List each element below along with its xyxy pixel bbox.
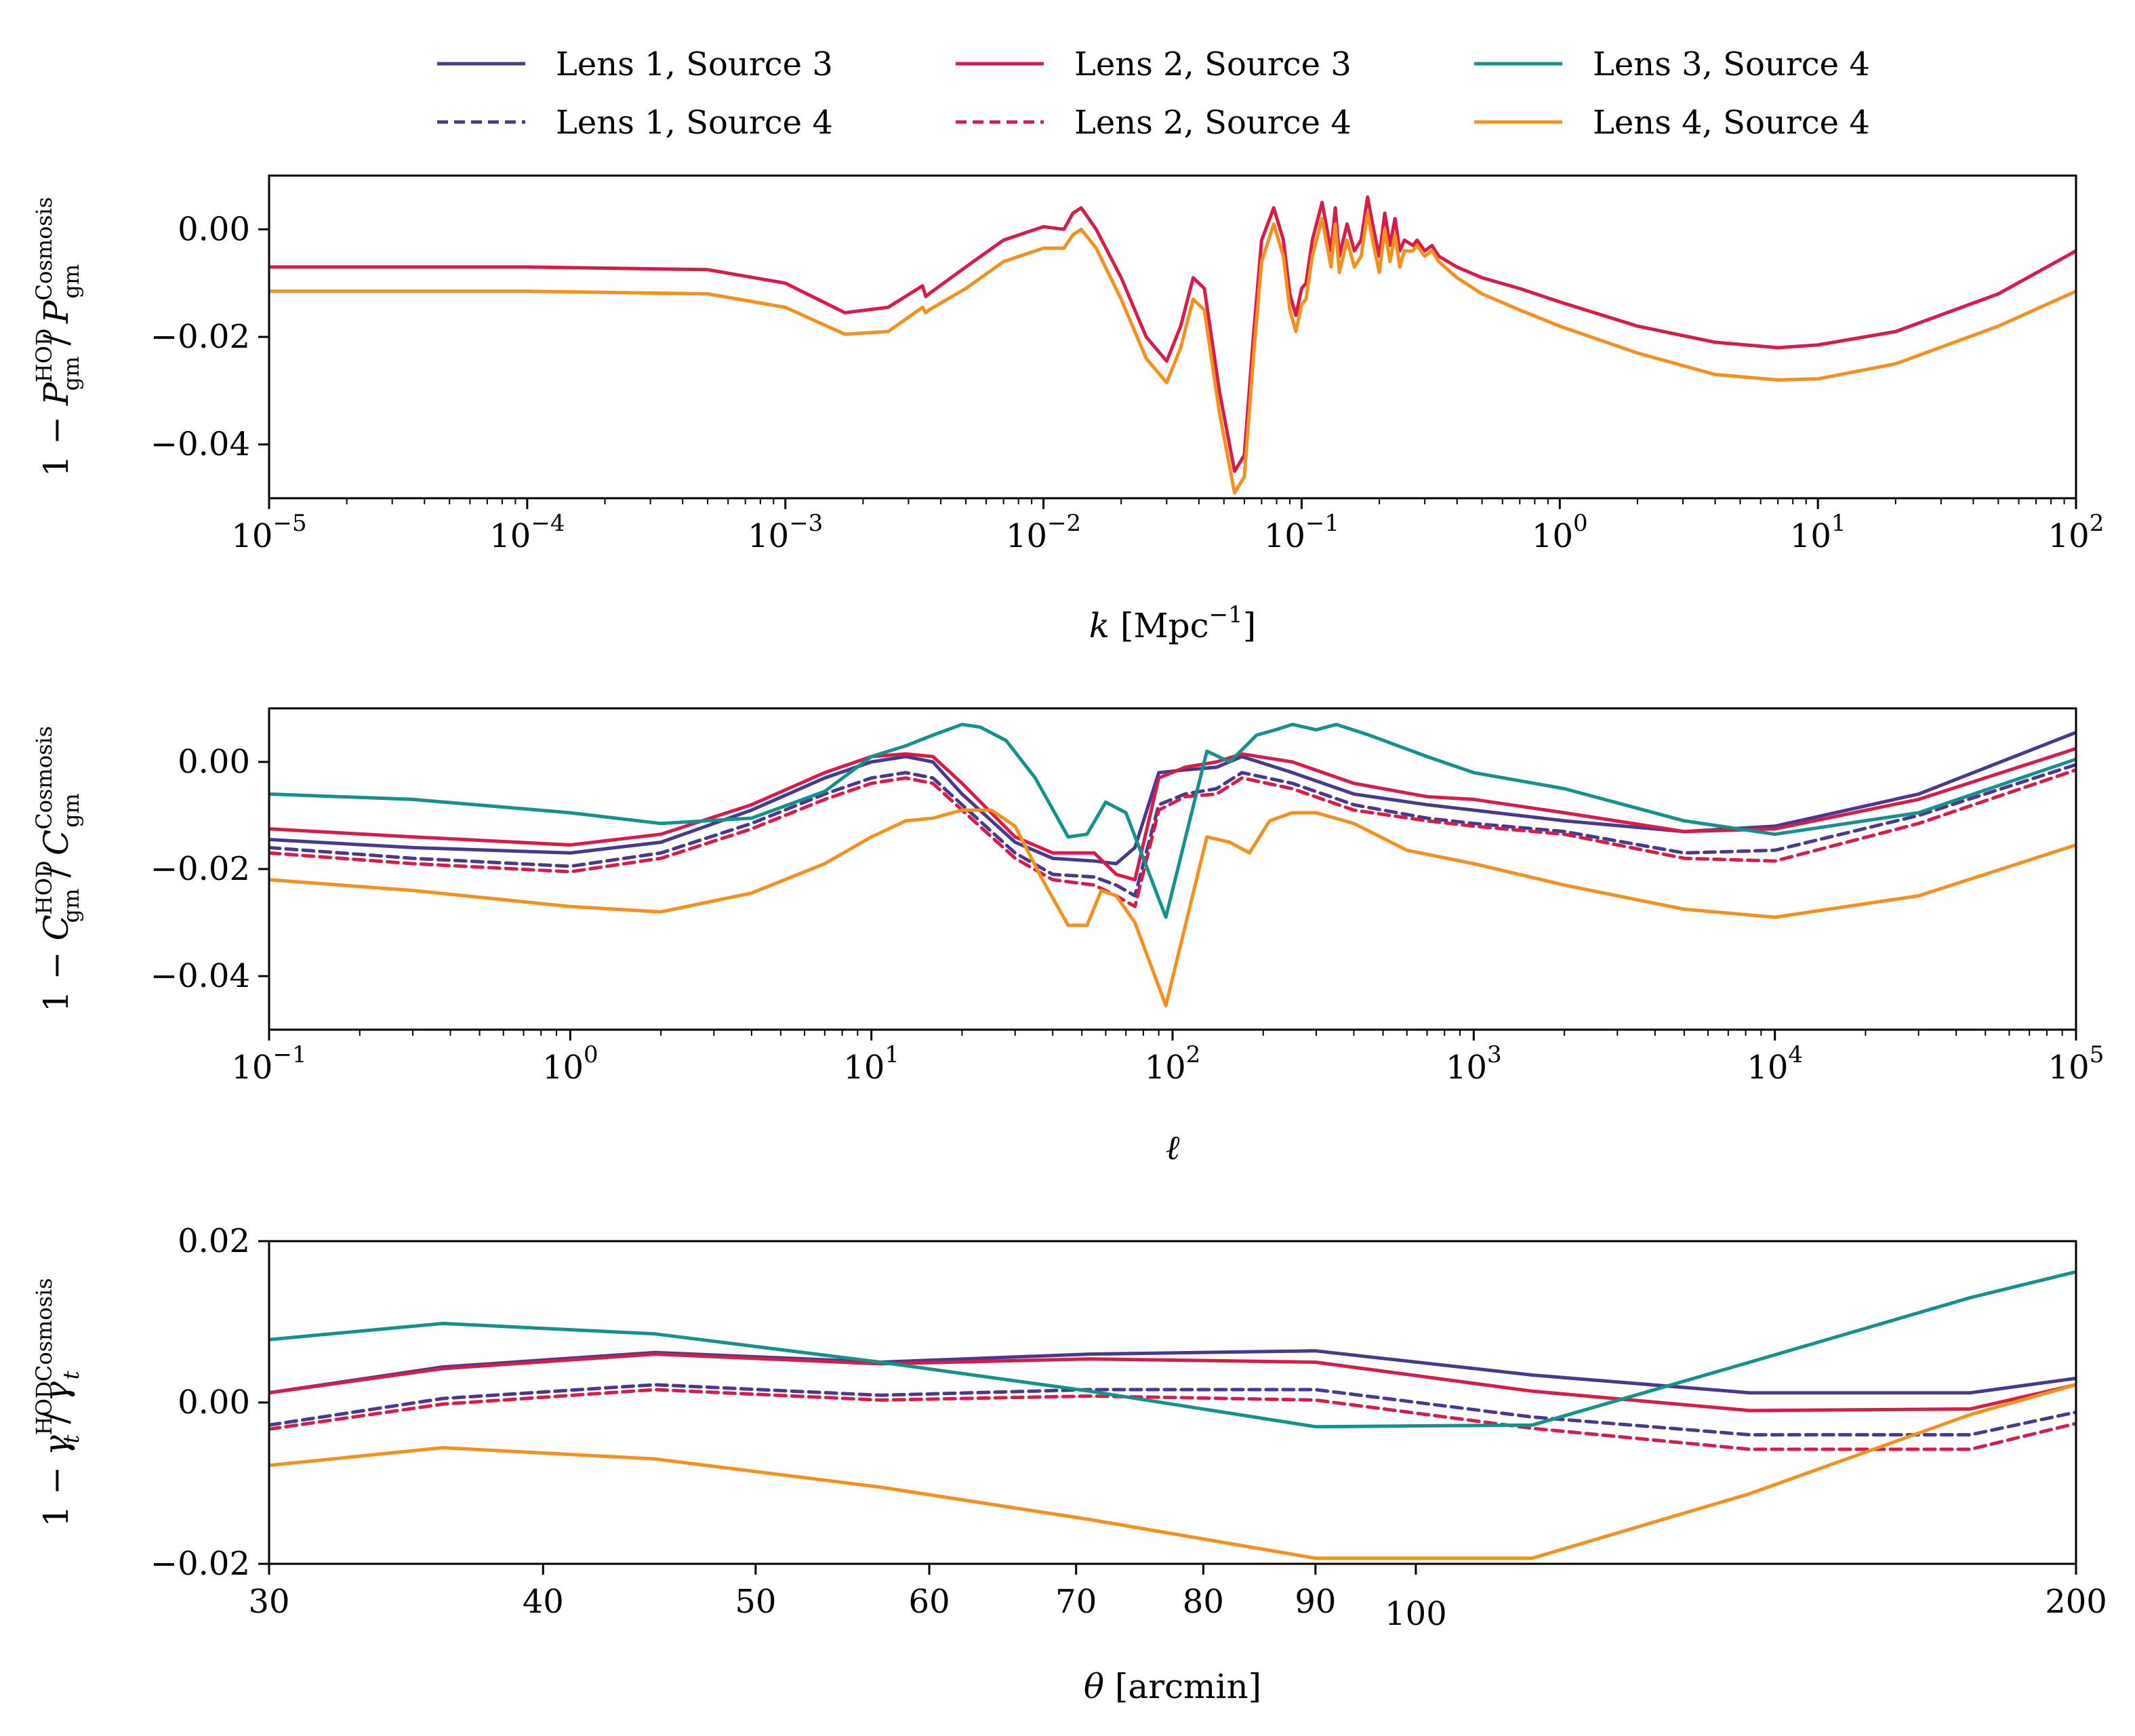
x-tick-label: 102 bbox=[1145, 1041, 1201, 1087]
series-lens-3-source-4 bbox=[269, 723, 2076, 919]
panel-angular-power: 10−1 100 101 102 103 104 105 0.00 −0.02 −0.04 ℓ 1… bbox=[31, 707, 2104, 1167]
y-tick-label: 0.02 bbox=[178, 1222, 250, 1260]
x-tick-label: 50 bbox=[735, 1583, 776, 1621]
series-lens-2-source-3 bbox=[269, 746, 2076, 882]
series-lens-1-source-4 bbox=[269, 763, 2076, 897]
legend-entry-lens1-source3: Lens 1, Source 3 bbox=[437, 45, 833, 83]
x-tick-label: 10−3 bbox=[748, 510, 823, 555]
x-tick-label: 10−5 bbox=[231, 510, 306, 555]
legend-entry-lens2-source3: Lens 2, Source 3 bbox=[956, 45, 1351, 83]
x-tick-label: 102 bbox=[2048, 510, 2104, 555]
panel-power-spectrum: 10−5 10−4 10−3 10−2 10−1 100 101 102 0.00 −0.02 −0… bbox=[31, 174, 2104, 645]
y-axis-label: 1 − γHODt / γCosmosist bbox=[31, 1278, 84, 1527]
legend-entry-lens2-source4: Lens 2, Source 4 bbox=[956, 104, 1351, 142]
x-tick-label: 10−2 bbox=[1006, 510, 1081, 555]
x-tick-label: 200 bbox=[2045, 1583, 2107, 1621]
series-lens-3-source-4 bbox=[269, 1270, 2076, 1429]
legend-label: Lens 3, Source 4 bbox=[1593, 45, 1870, 83]
series-lens-1-source-3 bbox=[269, 731, 2076, 866]
x-tick-label: 10−4 bbox=[489, 510, 565, 555]
legend-label: Lens 4, Source 4 bbox=[1593, 104, 1870, 142]
panel-tangential-shear: 30 40 50 60 70 80 90 100 200 0.02 0.00 −0.02 θ [arc… bbox=[31, 1222, 2107, 1706]
series-lens-4-source-4 bbox=[269, 211, 2076, 495]
legend-label: Lens 1, Source 3 bbox=[556, 45, 833, 83]
x-axis-label: ℓ bbox=[1166, 1128, 1180, 1167]
y-tick-label: −0.04 bbox=[150, 426, 250, 464]
y-tick-label: 0.00 bbox=[178, 210, 250, 248]
x-axis-label: θ [arcmin] bbox=[1084, 1667, 1261, 1706]
y-tick-label: −0.02 bbox=[150, 318, 250, 356]
y-tick-label: 0.00 bbox=[178, 1384, 250, 1421]
x-tick-label: 10−1 bbox=[1264, 510, 1339, 555]
axes-frame bbox=[268, 174, 2077, 500]
x-tick-label: 104 bbox=[1747, 1041, 1803, 1087]
x-tick-label: 60 bbox=[909, 1583, 950, 1621]
legend-entry-lens4-source4: Lens 4, Source 4 bbox=[1474, 104, 1870, 142]
x-axis-label: k [Mpc−1] bbox=[1089, 601, 1257, 645]
x-tick-label: 90 bbox=[1295, 1583, 1336, 1621]
series-lens-4-source-4 bbox=[269, 808, 2076, 1007]
y-tick-label: −0.02 bbox=[150, 1545, 250, 1583]
legend-entry-lens3-source4: Lens 3, Source 4 bbox=[1474, 45, 1870, 83]
y-tick-label: −0.04 bbox=[150, 957, 250, 995]
legend-entry-lens1-source4: Lens 1, Source 4 bbox=[437, 104, 833, 142]
series-lens-1-source-3 bbox=[269, 1349, 2076, 1395]
axes-frame bbox=[268, 1240, 2077, 1565]
y-axis-label: 1 − PHODgm / PCosmosisgm bbox=[31, 197, 84, 477]
series-lens-4-source-4 bbox=[269, 1383, 2076, 1560]
x-tick-label: 100 bbox=[1532, 510, 1588, 555]
series-lens-2-source-4 bbox=[269, 768, 2076, 908]
x-tick-label: 103 bbox=[1446, 1041, 1502, 1087]
x-tick-label: 70 bbox=[1055, 1583, 1097, 1621]
x-tick-label: 40 bbox=[523, 1583, 564, 1621]
series-lens-2-source-3 bbox=[269, 195, 2076, 473]
legend-label: Lens 1, Source 4 bbox=[556, 104, 833, 142]
legend-label: Lens 2, Source 4 bbox=[1074, 104, 1351, 142]
series-lens-2-source-4 bbox=[269, 1388, 2076, 1451]
x-tick-label: 100 bbox=[542, 1041, 598, 1087]
y-tick-label: −0.02 bbox=[150, 850, 250, 888]
x-tick-label: 10−1 bbox=[231, 1041, 306, 1087]
series-lens-2-source-3 bbox=[269, 1352, 2076, 1413]
series-lens-1-source-4 bbox=[269, 1383, 2076, 1437]
y-tick-label: 0.00 bbox=[178, 743, 250, 781]
y-axis-label: 1 − CHODgm / CCosmosisgm bbox=[31, 726, 84, 1012]
x-tick-label: 30 bbox=[248, 1583, 289, 1621]
x-tick-label: 100 bbox=[1385, 1595, 1447, 1633]
x-tick-label: 105 bbox=[2048, 1041, 2104, 1087]
legend-label: Lens 2, Source 3 bbox=[1074, 45, 1351, 83]
legend: Lens 1, Source 3 Lens 1, Source 4 Lens 2… bbox=[437, 45, 1870, 142]
x-tick-label: 101 bbox=[1790, 510, 1846, 555]
x-tick-label: 101 bbox=[843, 1041, 899, 1087]
x-tick-label: 80 bbox=[1183, 1583, 1224, 1621]
